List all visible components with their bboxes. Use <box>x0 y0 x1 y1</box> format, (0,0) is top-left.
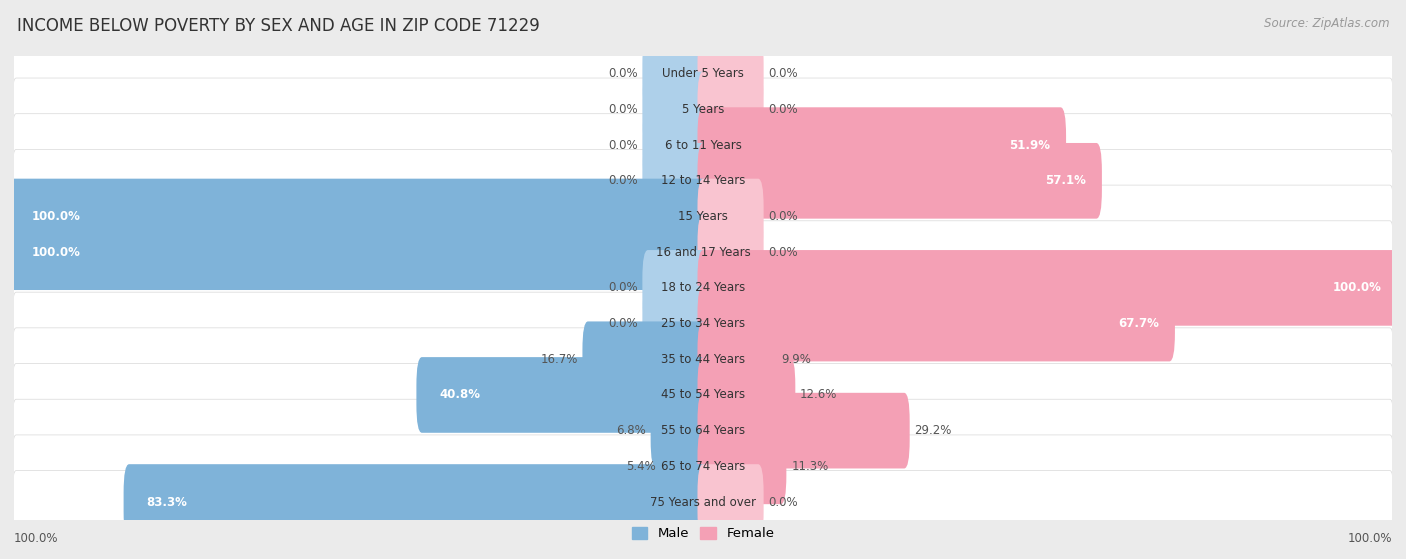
Text: 0.0%: 0.0% <box>607 174 637 187</box>
FancyBboxPatch shape <box>8 179 709 254</box>
Text: 83.3%: 83.3% <box>146 495 187 509</box>
FancyBboxPatch shape <box>13 221 1393 283</box>
FancyBboxPatch shape <box>697 357 796 433</box>
Text: 16 and 17 Years: 16 and 17 Years <box>655 246 751 259</box>
FancyBboxPatch shape <box>643 107 709 183</box>
Text: 75 Years and over: 75 Years and over <box>650 495 756 509</box>
Text: 0.0%: 0.0% <box>607 281 637 295</box>
FancyBboxPatch shape <box>13 113 1393 177</box>
Legend: Male, Female: Male, Female <box>626 522 780 546</box>
Text: 0.0%: 0.0% <box>607 67 637 80</box>
Text: 40.8%: 40.8% <box>439 389 479 401</box>
Text: 18 to 24 Years: 18 to 24 Years <box>661 281 745 295</box>
Text: 0.0%: 0.0% <box>769 246 799 259</box>
FancyBboxPatch shape <box>643 36 709 112</box>
Text: Source: ZipAtlas.com: Source: ZipAtlas.com <box>1264 17 1389 30</box>
Text: 57.1%: 57.1% <box>1045 174 1085 187</box>
Text: 0.0%: 0.0% <box>769 103 799 116</box>
Text: 15 Years: 15 Years <box>678 210 728 223</box>
Text: 45 to 54 Years: 45 to 54 Years <box>661 389 745 401</box>
FancyBboxPatch shape <box>697 393 910 468</box>
FancyBboxPatch shape <box>661 429 709 504</box>
Text: 100.0%: 100.0% <box>31 246 80 259</box>
Text: 100.0%: 100.0% <box>14 532 59 546</box>
FancyBboxPatch shape <box>13 435 1393 498</box>
FancyBboxPatch shape <box>651 393 709 468</box>
FancyBboxPatch shape <box>697 72 763 147</box>
Text: 100.0%: 100.0% <box>31 210 80 223</box>
FancyBboxPatch shape <box>13 328 1393 391</box>
FancyBboxPatch shape <box>13 471 1393 533</box>
FancyBboxPatch shape <box>643 250 709 326</box>
FancyBboxPatch shape <box>697 143 1102 219</box>
Text: 11.3%: 11.3% <box>792 460 828 473</box>
Text: 6.8%: 6.8% <box>616 424 645 437</box>
FancyBboxPatch shape <box>697 286 1175 362</box>
FancyBboxPatch shape <box>697 250 1398 326</box>
Text: 0.0%: 0.0% <box>769 210 799 223</box>
Text: 51.9%: 51.9% <box>1010 139 1050 151</box>
Text: 0.0%: 0.0% <box>607 103 637 116</box>
Text: 9.9%: 9.9% <box>782 353 811 366</box>
Text: 29.2%: 29.2% <box>914 424 952 437</box>
Text: 0.0%: 0.0% <box>769 495 799 509</box>
FancyBboxPatch shape <box>13 149 1393 212</box>
Text: 0.0%: 0.0% <box>607 317 637 330</box>
Text: 25 to 34 Years: 25 to 34 Years <box>661 317 745 330</box>
FancyBboxPatch shape <box>13 363 1393 427</box>
Text: 100.0%: 100.0% <box>1347 532 1392 546</box>
FancyBboxPatch shape <box>13 78 1393 141</box>
FancyBboxPatch shape <box>697 321 776 397</box>
FancyBboxPatch shape <box>643 286 709 362</box>
FancyBboxPatch shape <box>13 42 1393 105</box>
FancyBboxPatch shape <box>8 214 709 290</box>
Text: 55 to 64 Years: 55 to 64 Years <box>661 424 745 437</box>
FancyBboxPatch shape <box>643 72 709 147</box>
Text: 6 to 11 Years: 6 to 11 Years <box>665 139 741 151</box>
Text: INCOME BELOW POVERTY BY SEX AND AGE IN ZIP CODE 71229: INCOME BELOW POVERTY BY SEX AND AGE IN Z… <box>17 17 540 35</box>
Text: 5.4%: 5.4% <box>626 460 655 473</box>
FancyBboxPatch shape <box>643 143 709 219</box>
FancyBboxPatch shape <box>13 185 1393 248</box>
Text: 5 Years: 5 Years <box>682 103 724 116</box>
Text: 12.6%: 12.6% <box>800 389 838 401</box>
FancyBboxPatch shape <box>697 36 763 112</box>
Text: 0.0%: 0.0% <box>769 67 799 80</box>
FancyBboxPatch shape <box>13 399 1393 462</box>
FancyBboxPatch shape <box>582 321 709 397</box>
FancyBboxPatch shape <box>697 107 1066 183</box>
Text: 35 to 44 Years: 35 to 44 Years <box>661 353 745 366</box>
Text: 67.7%: 67.7% <box>1118 317 1159 330</box>
FancyBboxPatch shape <box>697 179 763 254</box>
FancyBboxPatch shape <box>13 292 1393 355</box>
FancyBboxPatch shape <box>416 357 709 433</box>
FancyBboxPatch shape <box>697 214 763 290</box>
FancyBboxPatch shape <box>124 464 709 540</box>
FancyBboxPatch shape <box>697 464 763 540</box>
Text: 12 to 14 Years: 12 to 14 Years <box>661 174 745 187</box>
FancyBboxPatch shape <box>13 257 1393 319</box>
FancyBboxPatch shape <box>697 429 786 504</box>
Text: 0.0%: 0.0% <box>607 139 637 151</box>
Text: Under 5 Years: Under 5 Years <box>662 67 744 80</box>
Text: 65 to 74 Years: 65 to 74 Years <box>661 460 745 473</box>
Text: 16.7%: 16.7% <box>540 353 578 366</box>
Text: 100.0%: 100.0% <box>1333 281 1382 295</box>
